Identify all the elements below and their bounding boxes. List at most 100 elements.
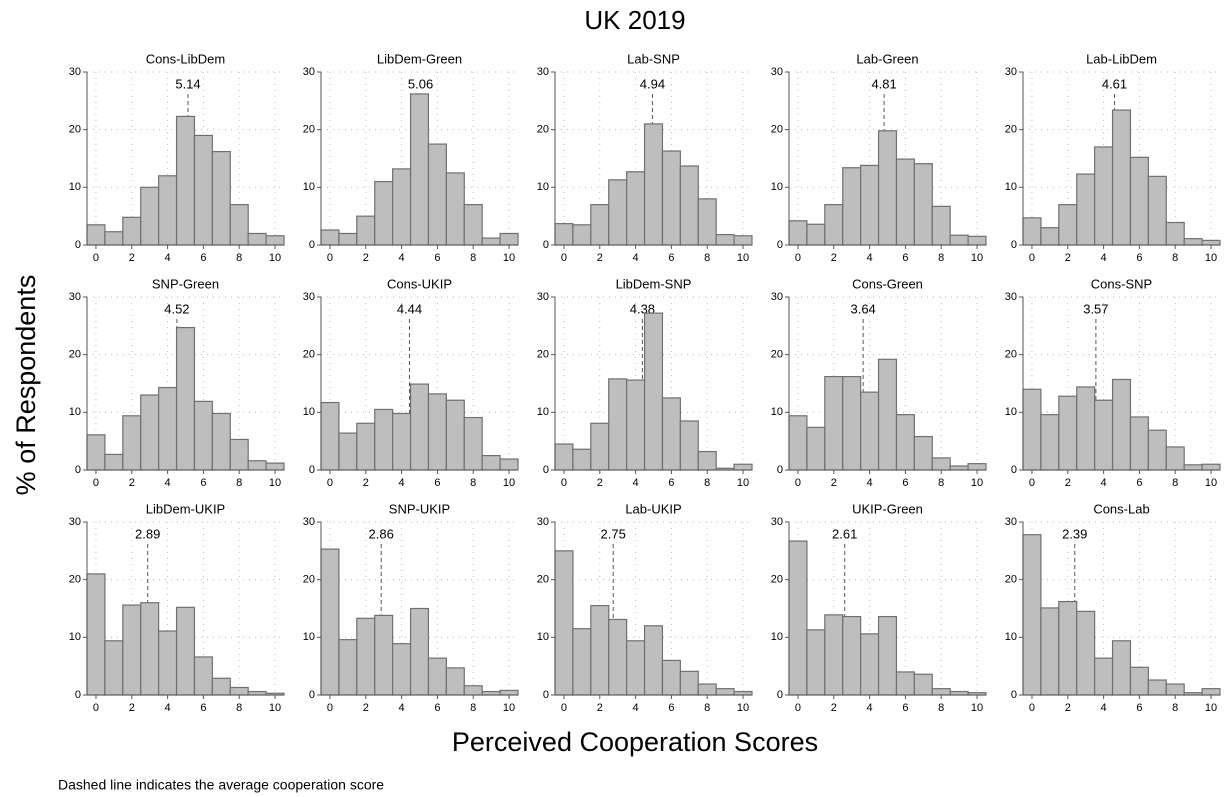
x-tick-label: 4 xyxy=(633,702,639,714)
x-tick-label: 4 xyxy=(399,252,405,264)
panel-title: Cons-UKIP xyxy=(387,276,452,291)
bar xyxy=(1201,688,1221,696)
bar xyxy=(265,462,285,471)
panel-title: LibDem-SNP xyxy=(616,276,692,291)
bar xyxy=(427,657,447,696)
bar xyxy=(1165,446,1185,471)
bar xyxy=(499,689,519,696)
mean-label: 3.57 xyxy=(1083,301,1108,316)
bar xyxy=(409,93,430,246)
x-tick-label: 0 xyxy=(795,477,801,489)
y-tick-label: 10 xyxy=(303,406,315,418)
bar xyxy=(409,383,430,471)
bar xyxy=(427,143,447,246)
bar xyxy=(158,386,178,471)
bar xyxy=(247,690,267,696)
x-tick-label: 2 xyxy=(831,702,837,714)
bar xyxy=(122,216,142,246)
bar xyxy=(1183,238,1203,246)
bar xyxy=(247,232,267,246)
y-tick-label: 0 xyxy=(1011,464,1017,476)
x-tick-label: 10 xyxy=(1205,477,1217,489)
bar xyxy=(1076,386,1096,471)
bar xyxy=(1022,534,1042,696)
y-tick-label: 30 xyxy=(1005,291,1017,303)
y-tick-label: 0 xyxy=(1011,689,1017,701)
bar xyxy=(842,167,862,246)
bar xyxy=(643,625,664,696)
mean-label: 2.89 xyxy=(135,526,160,541)
x-tick-label: 4 xyxy=(165,252,171,264)
x-tick-label: 10 xyxy=(1205,702,1217,714)
bar xyxy=(1165,683,1185,696)
panel-title: SNP-UKIP xyxy=(389,501,450,516)
bar xyxy=(842,615,862,696)
bar xyxy=(697,683,717,696)
x-tick-label: 10 xyxy=(971,477,983,489)
bar xyxy=(481,237,501,246)
bar xyxy=(877,358,898,471)
bar xyxy=(1040,227,1060,246)
x-tick-label: 0 xyxy=(327,252,333,264)
y-tick-label: 10 xyxy=(69,631,81,643)
mean-label: 2.39 xyxy=(1062,526,1087,541)
panel-title: Lab-Green xyxy=(856,51,918,66)
bar xyxy=(211,677,231,696)
bar xyxy=(211,150,231,246)
bar xyxy=(229,438,249,471)
x-tick-label: 4 xyxy=(867,477,873,489)
x-tick-label: 8 xyxy=(470,252,476,264)
y-tick-label: 20 xyxy=(303,574,315,586)
bar xyxy=(1040,607,1060,696)
bar xyxy=(554,550,574,696)
bar xyxy=(697,198,717,246)
bar xyxy=(949,690,969,696)
y-tick-label: 10 xyxy=(771,631,783,643)
bar xyxy=(392,643,412,696)
x-tick-label: 2 xyxy=(363,477,369,489)
x-tick-label: 4 xyxy=(867,252,873,264)
x-tick-label: 4 xyxy=(633,477,639,489)
bar xyxy=(427,393,447,471)
bar xyxy=(967,463,987,471)
mean-label: 4.94 xyxy=(640,76,665,91)
x-tick-label: 6 xyxy=(200,477,206,489)
bar xyxy=(1201,239,1221,246)
y-tick-label: 30 xyxy=(1005,516,1017,528)
bar xyxy=(931,205,951,246)
bar xyxy=(1111,378,1132,471)
bar xyxy=(211,412,231,471)
panel-title: Cons-Green xyxy=(852,276,923,291)
bar xyxy=(104,453,124,471)
x-tick-label: 8 xyxy=(236,252,242,264)
bar xyxy=(608,378,628,471)
bar xyxy=(824,375,844,471)
panel-title: LibDem-Green xyxy=(377,51,462,66)
x-tick-label: 2 xyxy=(1065,702,1071,714)
bar xyxy=(661,397,681,471)
y-tick-label: 10 xyxy=(1005,406,1017,418)
bar xyxy=(895,671,915,696)
y-tick-label: 20 xyxy=(537,574,549,586)
bar xyxy=(1183,464,1203,471)
bar xyxy=(356,215,376,246)
x-axis-label: Perceived Cooperation Scores xyxy=(452,727,818,757)
bar xyxy=(626,640,646,696)
bar xyxy=(140,186,160,246)
y-tick-label: 10 xyxy=(1005,631,1017,643)
y-tick-label: 0 xyxy=(777,239,783,251)
bar xyxy=(860,391,880,471)
panel-title: SNP-Green xyxy=(152,276,219,291)
x-tick-label: 10 xyxy=(503,702,515,714)
bar xyxy=(481,454,501,471)
bar xyxy=(247,460,267,471)
bar xyxy=(715,688,735,696)
x-tick-label: 0 xyxy=(561,477,567,489)
x-tick-label: 0 xyxy=(93,252,99,264)
bar xyxy=(229,686,249,696)
x-tick-label: 10 xyxy=(503,477,515,489)
x-tick-label: 2 xyxy=(363,252,369,264)
mean-label: 4.52 xyxy=(164,301,189,316)
bar xyxy=(661,659,681,696)
y-tick-label: 20 xyxy=(69,349,81,361)
